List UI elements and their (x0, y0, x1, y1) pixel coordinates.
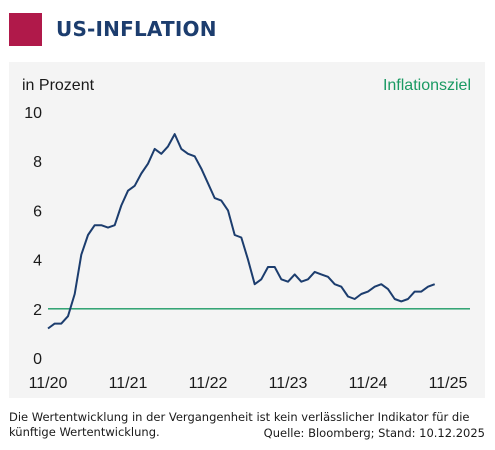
y-axis: 0 2 4 6 8 10 (24, 105, 42, 368)
title-accent-square (9, 13, 42, 46)
performance-disclaimer: Die Wertentwicklung in der Vergangenheit… (9, 410, 470, 439)
x-tick-label: 11/25 (429, 375, 468, 392)
footnote: Die Wertentwicklung in der Vergangenheit… (9, 410, 485, 440)
y-tick-label: 0 (33, 351, 42, 368)
x-tick-label: 11/21 (109, 375, 148, 392)
x-tick-label: 11/22 (189, 375, 228, 392)
x-tick-label: 11/23 (269, 375, 308, 392)
source-note: Quelle: Bloomberg; Stand: 10.12.2025 (263, 426, 485, 440)
y-tick-label: 4 (33, 253, 42, 270)
chart-panel: in Prozent Inflationsziel 0 2 4 6 8 10 11/20 1… (9, 62, 485, 398)
y-unit-label: in Prozent (22, 77, 95, 94)
chart-title: US-INFLATION (56, 17, 217, 41)
x-tick-label: 11/20 (29, 375, 68, 392)
inflation-series-line (47, 133, 436, 330)
y-tick-label: 10 (24, 105, 42, 122)
x-tick-label: 11/24 (349, 375, 388, 392)
y-tick-label: 8 (33, 154, 42, 171)
y-tick-label: 2 (33, 302, 42, 319)
inflation-target-label: Inflationsziel (383, 77, 471, 94)
x-axis: 11/20 11/21 11/22 11/23 11/24 11/25 (29, 375, 468, 392)
y-tick-label: 6 (33, 203, 42, 220)
